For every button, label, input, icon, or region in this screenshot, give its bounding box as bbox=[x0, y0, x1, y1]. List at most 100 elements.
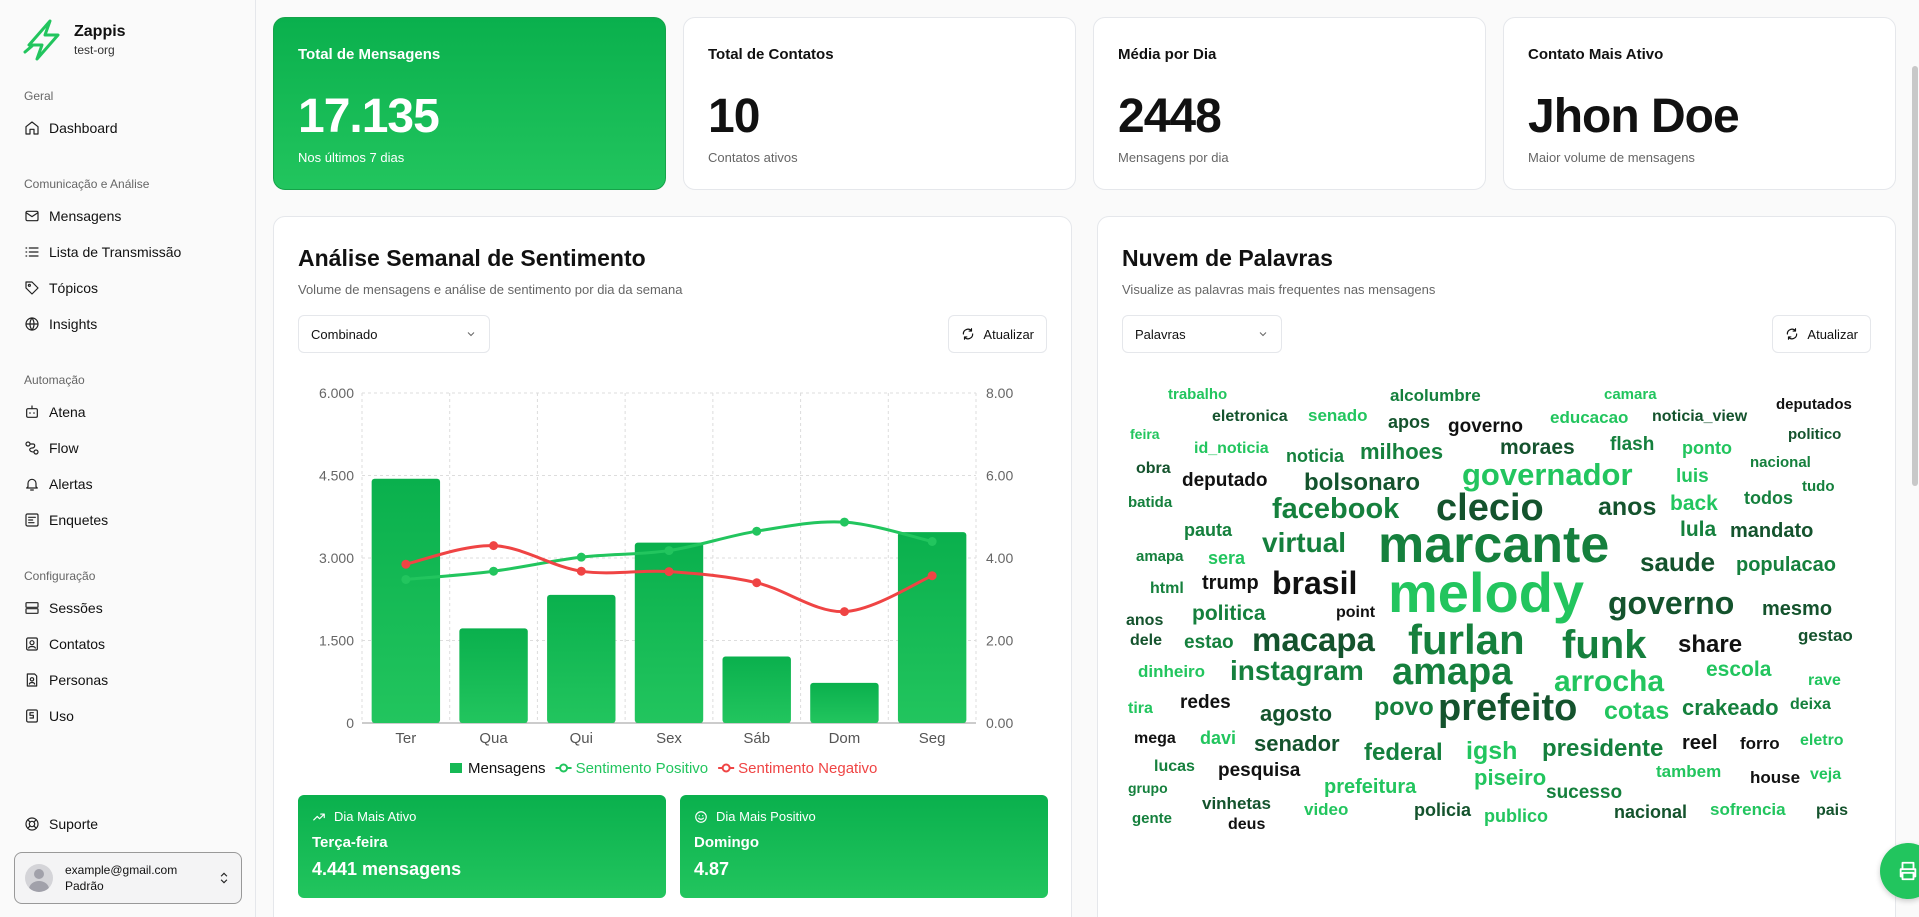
wordcloud-mode-select[interactable]: Palavras bbox=[1122, 315, 1282, 353]
y2-tick-label: 2.00 bbox=[986, 633, 1013, 649]
y2-tick-label: 8.00 bbox=[986, 385, 1013, 401]
stat-value: 17.135 bbox=[298, 90, 440, 143]
chart-mode-select[interactable]: Combinado bbox=[298, 315, 490, 353]
sidebar-item-sessoes[interactable]: Sessões bbox=[24, 596, 234, 620]
print-button[interactable] bbox=[1880, 843, 1919, 899]
cloud-word: mesmo bbox=[1762, 598, 1833, 620]
cloud-word: nacional bbox=[1750, 454, 1811, 471]
sidebar-item-atena[interactable]: Atena bbox=[24, 400, 234, 424]
cloud-word: alcolumbre bbox=[1390, 386, 1481, 405]
sidebar-item-insights[interactable]: Insights bbox=[24, 312, 234, 336]
cloud-word: agosto bbox=[1260, 701, 1333, 726]
mail-icon bbox=[25, 210, 39, 222]
line-point bbox=[489, 566, 499, 576]
sidebar-item-label: Atena bbox=[49, 404, 86, 420]
card-value: 4.87 bbox=[694, 859, 730, 879]
word-cloud: trabalho alcolumbre camara eletronica senado… bbox=[1120, 377, 1860, 917]
sidebar-item-topicos[interactable]: Tópicos bbox=[24, 276, 234, 300]
bar-mensagens bbox=[459, 628, 528, 723]
cloud-word: eletronica bbox=[1212, 408, 1288, 425]
y2-tick-label: 4.00 bbox=[986, 550, 1013, 566]
cloud-word: senador bbox=[1254, 731, 1340, 756]
cloud-word: politica bbox=[1192, 602, 1266, 625]
sidebar-item-label: Enquetes bbox=[49, 512, 109, 528]
legend-swatch bbox=[721, 763, 731, 773]
card-value: 4.441 mensagens bbox=[312, 859, 462, 879]
list-icon bbox=[25, 247, 39, 257]
cloud-word: povo bbox=[1374, 693, 1434, 721]
brand[interactable]: Zappis test-org bbox=[22, 18, 126, 62]
cloud-word: prefeito bbox=[1438, 687, 1578, 729]
cloud-word: apos bbox=[1388, 412, 1431, 432]
sidebar-item-lista-transmissao[interactable]: Lista de Transmissão bbox=[24, 240, 234, 264]
line-point bbox=[839, 607, 849, 617]
card-label: Dia Mais Ativo bbox=[334, 809, 417, 824]
cloud-word: dele bbox=[1130, 632, 1163, 649]
cloud-word: gestao bbox=[1798, 626, 1853, 645]
cloud-word: veja bbox=[1810, 766, 1842, 783]
cloud-word: video bbox=[1304, 800, 1349, 819]
cloud-word: flash bbox=[1610, 434, 1655, 455]
avatar bbox=[25, 864, 53, 892]
line-point bbox=[839, 517, 849, 527]
page-scrollbar[interactable] bbox=[1912, 66, 1918, 486]
sidebar-item-contatos[interactable]: Contatos bbox=[24, 632, 234, 656]
poll-icon bbox=[25, 513, 39, 527]
sidebar-item-dashboard[interactable]: Dashboard bbox=[24, 116, 234, 140]
globe-icon bbox=[25, 317, 39, 331]
refresh-chart-button[interactable]: Atualizar bbox=[948, 315, 1047, 353]
cloud-word: deus bbox=[1228, 816, 1266, 833]
cloud-word: macapa bbox=[1252, 621, 1375, 658]
cloud-word: publico bbox=[1484, 806, 1548, 826]
cloud-word: forro bbox=[1740, 734, 1780, 753]
cloud-word: feira bbox=[1130, 426, 1160, 442]
user-email: example@gmail.com bbox=[65, 863, 178, 877]
cloud-word: noticia bbox=[1286, 446, 1345, 466]
sidebar-item-alertas[interactable]: Alertas bbox=[24, 472, 234, 496]
cloud-word: amapa bbox=[1136, 548, 1184, 565]
stat-card-total-mensagens: Total de Mensagens 17.135 Nos últimos 7 … bbox=[273, 17, 666, 190]
cloud-word: rave bbox=[1808, 672, 1841, 689]
cloud-word: point bbox=[1336, 604, 1376, 621]
line-point bbox=[752, 526, 762, 536]
contacts-icon bbox=[26, 637, 38, 651]
tag-icon bbox=[25, 281, 39, 295]
cloud-word: estao bbox=[1184, 632, 1234, 653]
sentiment-panel: Análise Semanal de Sentimento Volume de … bbox=[273, 216, 1072, 917]
cloud-word: igsh bbox=[1466, 737, 1518, 765]
y2-tick-label: 0.00 bbox=[986, 715, 1013, 731]
x-tick-label: Dom bbox=[829, 730, 861, 747]
sidebar-item-label: Lista de Transmissão bbox=[49, 244, 182, 260]
card-day: Terça-feira bbox=[312, 834, 388, 851]
home-icon bbox=[25, 121, 39, 135]
sidebar-item-personas[interactable]: Personas bbox=[24, 668, 234, 692]
sidebar-item-mensagens[interactable]: Mensagens bbox=[24, 204, 234, 228]
bar-mensagens bbox=[634, 542, 704, 723]
user-menu[interactable]: example@gmail.com Padrão bbox=[14, 852, 242, 904]
brand-name: Zappis bbox=[74, 23, 126, 40]
stat-title: Contato Mais Ativo bbox=[1528, 46, 1664, 63]
legend-swatch bbox=[559, 763, 569, 773]
stat-value: 10 bbox=[708, 90, 760, 143]
cloud-word: federal bbox=[1364, 739, 1443, 766]
sidebar-item-label: Uso bbox=[49, 708, 74, 724]
sidebar-item-enquetes[interactable]: Enquetes bbox=[24, 508, 234, 532]
sidebar-item-uso[interactable]: Uso bbox=[24, 704, 234, 728]
y-tick-label: 4.500 bbox=[319, 468, 354, 484]
panel-title: Análise Semanal de Sentimento bbox=[298, 245, 646, 271]
stat-value: 2448 bbox=[1118, 90, 1222, 143]
refresh-wordcloud-button[interactable]: Atualizar bbox=[1772, 315, 1871, 353]
most-positive-day-card: Dia Mais Positivo Domingo 4.87 bbox=[680, 795, 1048, 898]
sidebar-item-suporte[interactable]: Suporte bbox=[24, 812, 234, 836]
cloud-word: melody bbox=[1388, 561, 1585, 624]
lightning-logo-icon bbox=[23, 19, 60, 61]
cloud-word: tambem bbox=[1656, 762, 1722, 781]
y-tick-label: 1.500 bbox=[319, 633, 354, 649]
cloud-word: davi bbox=[1200, 728, 1237, 748]
bar-mensagens bbox=[722, 656, 791, 723]
cloud-word: anos bbox=[1126, 612, 1164, 629]
flow-icon bbox=[25, 441, 39, 455]
group-label-configuracao: Configuração bbox=[24, 569, 96, 583]
sidebar-item-flow[interactable]: Flow bbox=[24, 436, 234, 460]
chevron-down-icon bbox=[467, 332, 475, 337]
